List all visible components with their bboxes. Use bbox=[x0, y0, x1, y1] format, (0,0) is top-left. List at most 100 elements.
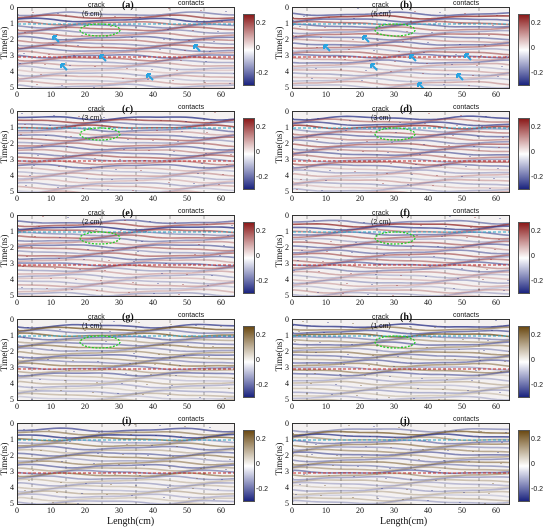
speckle bbox=[112, 250, 114, 251]
speckle bbox=[339, 374, 341, 375]
speckle bbox=[46, 288, 48, 289]
y-tick-label: 5 bbox=[285, 291, 289, 300]
y-tick-label: 2 bbox=[10, 451, 14, 460]
speckle bbox=[482, 279, 484, 280]
reflection-band bbox=[18, 17, 234, 23]
reflection-band bbox=[18, 335, 234, 341]
x-tick-label: 10 bbox=[47, 402, 55, 411]
speckle bbox=[170, 232, 172, 233]
speckle bbox=[303, 474, 305, 475]
speckle bbox=[351, 344, 353, 345]
speckle bbox=[30, 246, 32, 247]
speckle bbox=[340, 445, 342, 446]
reflection-band bbox=[293, 29, 509, 35]
speckle bbox=[441, 236, 443, 237]
speckle bbox=[422, 449, 424, 450]
y-tick-label: 1 bbox=[10, 123, 14, 132]
speckle bbox=[422, 73, 424, 74]
x-tick-label: 30 bbox=[390, 194, 398, 203]
reflection-band bbox=[293, 175, 509, 181]
y-tick-label: 2 bbox=[285, 347, 289, 356]
speckle bbox=[73, 55, 75, 56]
speckle bbox=[39, 379, 41, 380]
speckle bbox=[432, 185, 434, 186]
speckle bbox=[354, 263, 356, 264]
reflection-band bbox=[293, 148, 509, 154]
reflection-band bbox=[18, 392, 234, 398]
x-tick-label: 40 bbox=[149, 298, 157, 307]
speckle bbox=[498, 239, 500, 240]
reflection-band bbox=[18, 240, 234, 246]
reflection-band bbox=[18, 23, 234, 29]
reflection-band bbox=[18, 118, 234, 124]
speckle bbox=[108, 260, 110, 261]
speckle bbox=[397, 356, 399, 357]
reflection-band bbox=[18, 148, 234, 154]
reflection-band bbox=[293, 273, 509, 279]
speckle bbox=[195, 325, 197, 326]
x-tick-label: 30 bbox=[390, 402, 398, 411]
speckle bbox=[466, 237, 468, 238]
speckle bbox=[493, 178, 495, 179]
reflection-band bbox=[18, 255, 234, 261]
speckle bbox=[231, 225, 233, 226]
speckle bbox=[426, 439, 428, 440]
y-tick-label: 1 bbox=[285, 331, 289, 340]
speckle bbox=[505, 56, 507, 57]
reflection-band bbox=[293, 161, 509, 166]
speckle bbox=[200, 10, 202, 11]
reflection-band bbox=[18, 389, 234, 395]
reflection-band bbox=[316, 294, 485, 296]
reflection-band bbox=[18, 166, 234, 172]
speckle bbox=[155, 435, 157, 436]
speckle bbox=[181, 131, 183, 132]
speckle bbox=[114, 16, 116, 17]
speckle bbox=[68, 370, 70, 371]
reflection-band bbox=[293, 71, 509, 77]
speckle bbox=[215, 265, 217, 266]
speckle bbox=[59, 237, 61, 238]
speckle bbox=[95, 229, 97, 230]
speckle bbox=[348, 49, 350, 50]
speckle bbox=[329, 170, 331, 171]
speckle bbox=[134, 332, 136, 333]
speckle bbox=[341, 140, 343, 141]
reflection-band bbox=[18, 244, 234, 249]
y-tick-label: 4 bbox=[285, 379, 289, 388]
reflection-band bbox=[18, 225, 234, 231]
speckle bbox=[228, 388, 230, 389]
speckle bbox=[140, 170, 142, 171]
reflection-band bbox=[18, 377, 234, 383]
reflection-band bbox=[18, 445, 234, 451]
speckle bbox=[490, 259, 492, 260]
speckle bbox=[368, 365, 370, 366]
speckle bbox=[356, 395, 358, 396]
speckle bbox=[456, 125, 458, 126]
speckle bbox=[176, 70, 178, 71]
x-axis-label-right: Length(cm) bbox=[380, 516, 428, 527]
reflection-band bbox=[18, 47, 234, 53]
speckle bbox=[222, 174, 224, 175]
x-tick-label: 40 bbox=[424, 298, 432, 307]
speckle bbox=[97, 453, 99, 454]
speckle bbox=[126, 444, 128, 445]
x-tick-label: 30 bbox=[390, 298, 398, 307]
y-tick-label: 5 bbox=[10, 291, 14, 300]
speckle bbox=[22, 266, 24, 267]
speckle bbox=[450, 369, 452, 370]
speckle bbox=[214, 112, 216, 113]
reflection-band bbox=[293, 377, 509, 383]
speckle bbox=[178, 294, 180, 295]
reflection-band bbox=[18, 496, 234, 502]
speckle bbox=[318, 363, 320, 364]
speckle bbox=[174, 222, 176, 223]
reflection-band bbox=[18, 35, 234, 41]
reflection-band bbox=[293, 178, 509, 184]
speckle bbox=[211, 275, 213, 276]
y-tick-label: 5 bbox=[285, 395, 289, 404]
reflection-band bbox=[293, 448, 509, 454]
speckle bbox=[85, 483, 87, 484]
reflection-band bbox=[18, 14, 234, 20]
speckle bbox=[192, 30, 194, 31]
reflection-band bbox=[18, 383, 234, 389]
